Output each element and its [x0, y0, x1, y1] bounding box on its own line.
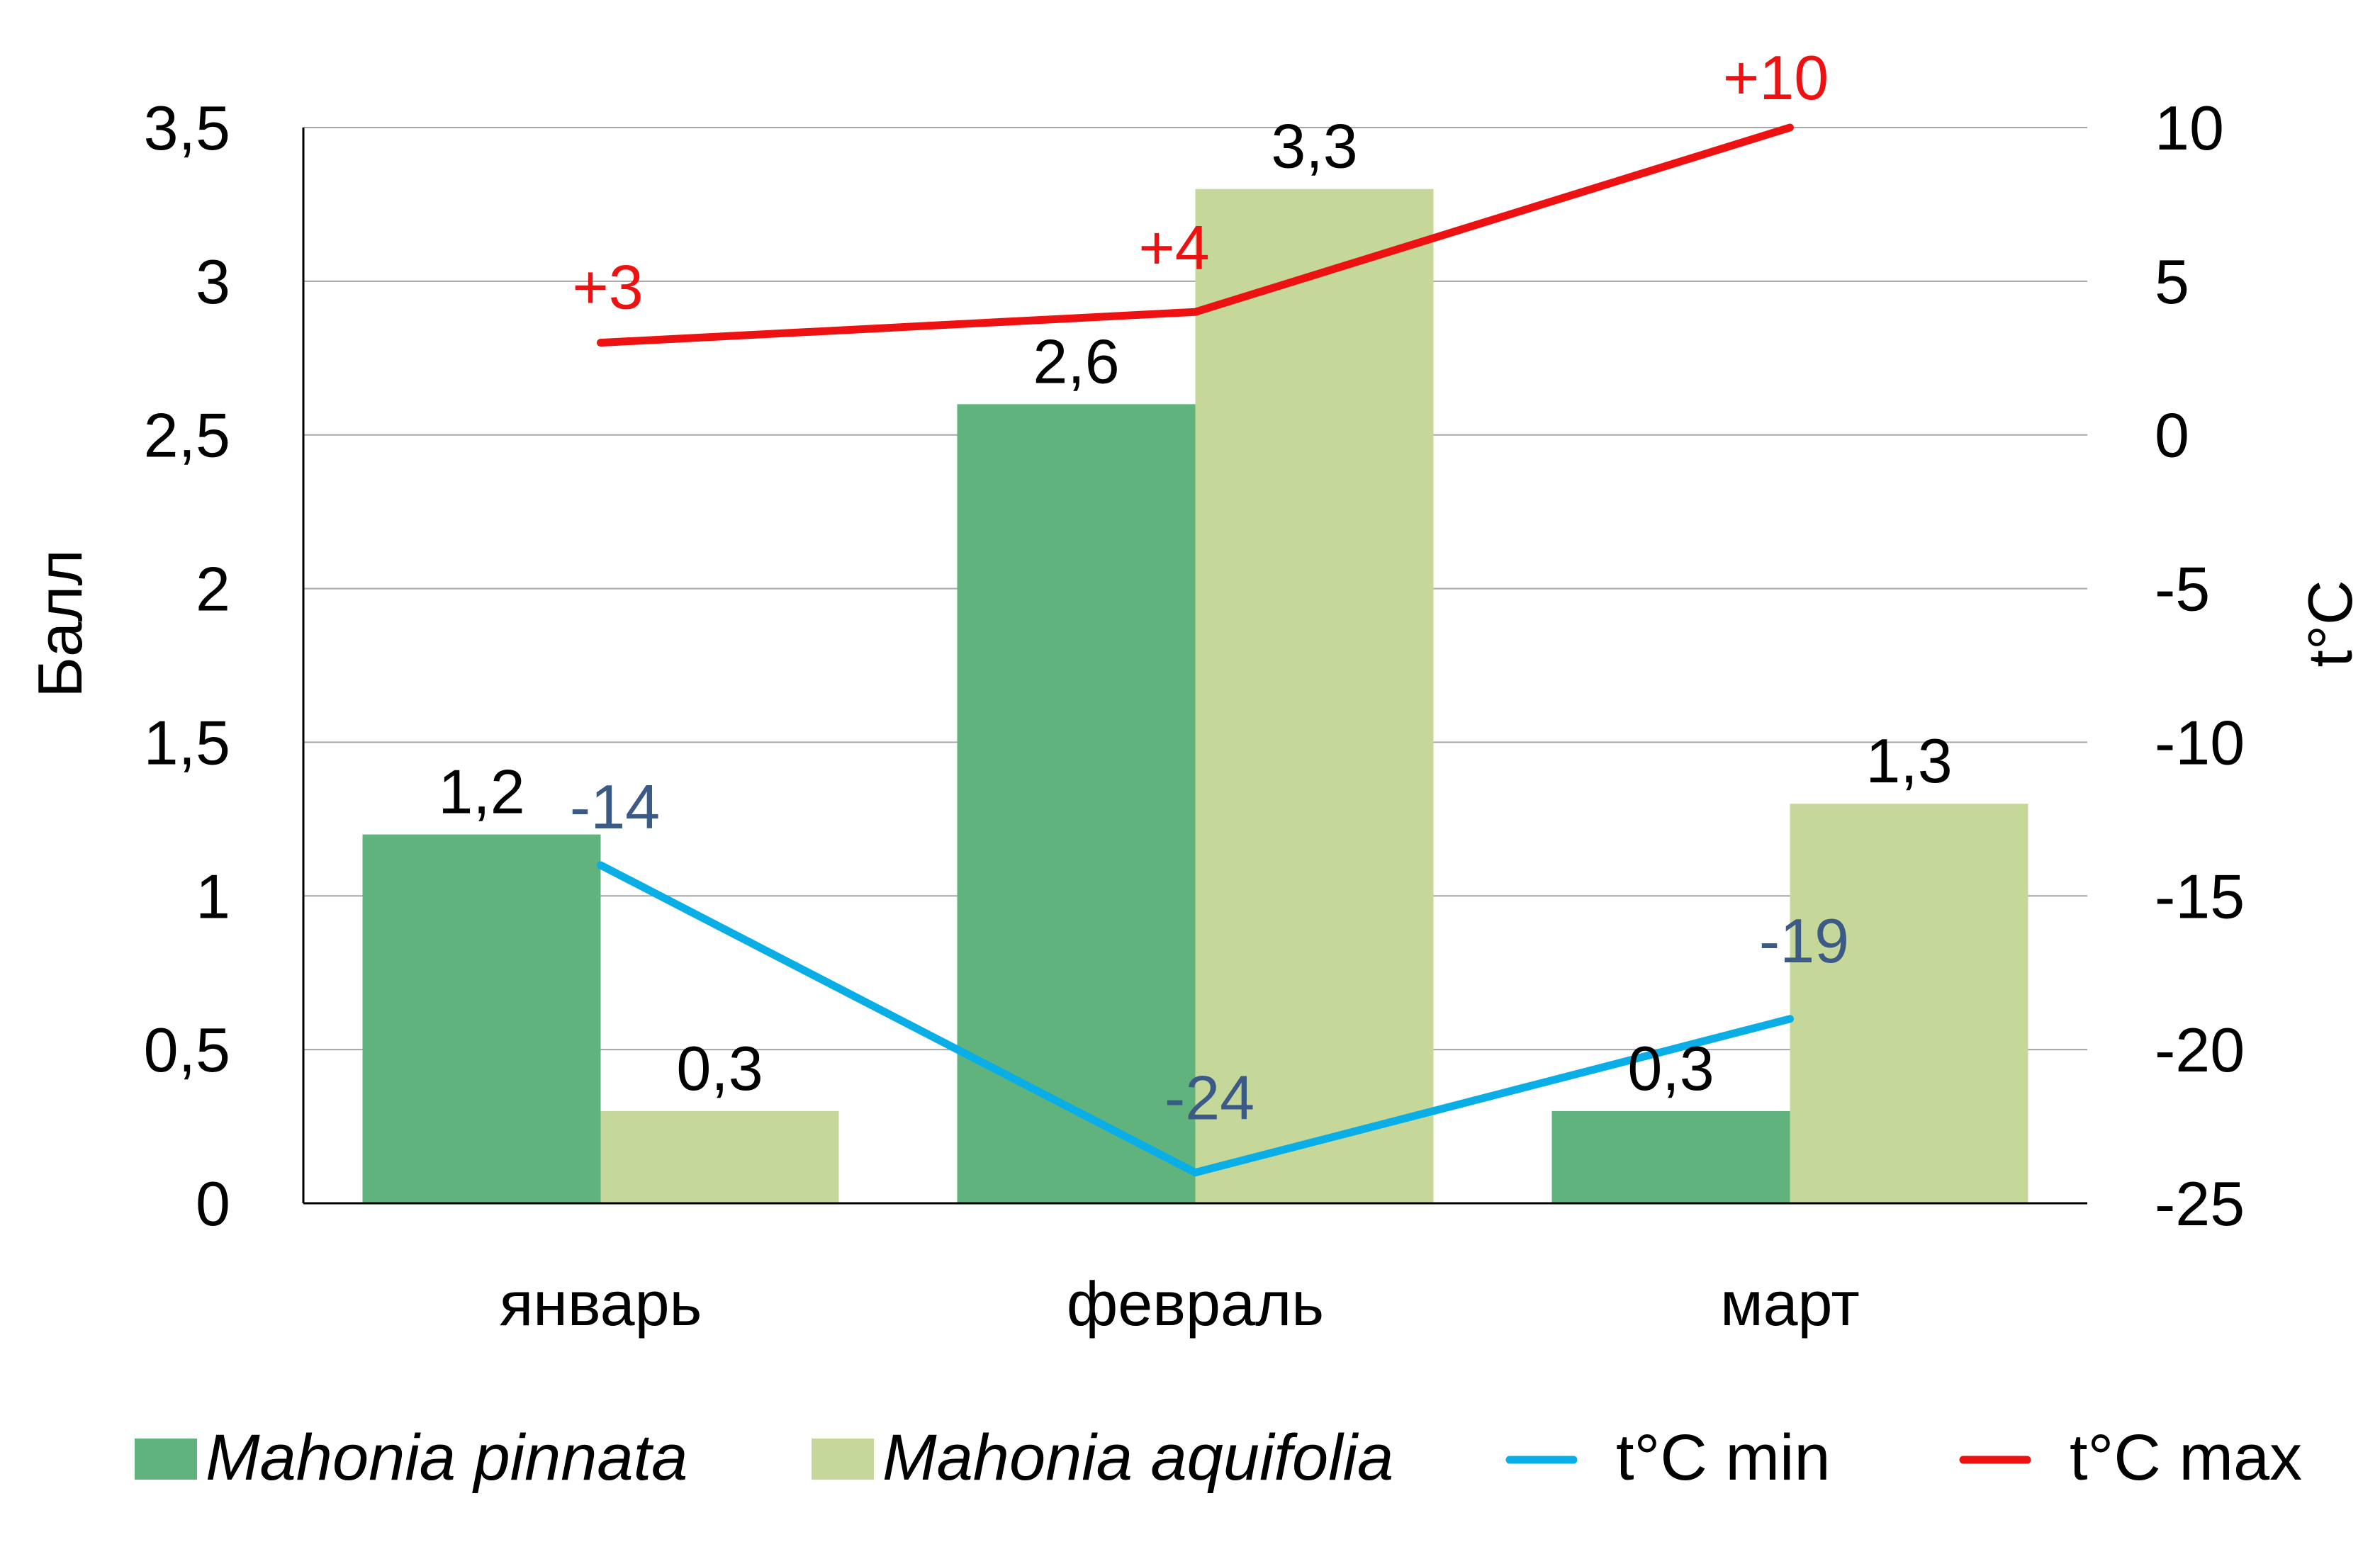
bar-data-label: 0,3: [676, 1033, 763, 1103]
bars: [362, 188, 2028, 1204]
x-category-label: январь: [500, 1268, 702, 1339]
bar: [600, 1110, 839, 1203]
y-right-tick-label: -25: [2155, 1169, 2245, 1239]
y-right-tick-label: 0: [2155, 400, 2189, 471]
y-right-axis-title: t°C: [2295, 580, 2365, 667]
legend-label: Mahonia aquifolia: [882, 1422, 1393, 1494]
y-right-tick-label: -10: [2155, 707, 2245, 777]
series-line: [597, 123, 1794, 347]
line-data-label: -24: [1164, 1063, 1254, 1133]
legend-label: t°C min: [1616, 1422, 1831, 1494]
bar-data-label: 1,2: [438, 757, 524, 827]
bar: [1551, 1110, 1790, 1203]
y-right-tick-label: -5: [2155, 554, 2210, 624]
bar: [957, 404, 1196, 1204]
y-left-tick-label: 2,5: [144, 400, 230, 471]
y-left-tick-label: 3,5: [144, 93, 230, 163]
y-left-tick-label: 1: [196, 861, 230, 931]
legend-label: Mahonia pinnata: [206, 1422, 687, 1494]
y-left-tick-labels: 0 0,5 1 1,5 2 2,5 3 3,5: [144, 93, 230, 1239]
legend: Mahonia pinnata Mahonia aquifolia t°C min t…: [135, 1422, 2302, 1494]
legend-swatch: [135, 1439, 197, 1480]
y-right-tick-label: -20: [2155, 1015, 2245, 1085]
x-category-labels: январь февраль март: [500, 1268, 1860, 1339]
line-data-label: +3: [572, 252, 643, 322]
bar: [1195, 188, 1434, 1203]
y-left-tick-label: 1,5: [144, 707, 230, 777]
line-data-labels: -14 -24 -19 +3 +4 +10: [570, 43, 1849, 1133]
bar-data-label: 0,3: [1627, 1033, 1714, 1103]
line-data-label: -19: [1759, 906, 1849, 976]
series-line: [597, 861, 1794, 1177]
temperature-lines: [597, 123, 1794, 1177]
y-right-tick-labels: -25 -20 -15 -10 -5 0 5 10: [2155, 93, 2245, 1239]
y-left-tick-label: 0: [196, 1169, 230, 1239]
bar: [362, 834, 601, 1203]
bar-data-label: 2,6: [1033, 326, 1119, 396]
line-data-label: +10: [1723, 43, 1829, 113]
bar-data-labels: 1,2 0,3 2,6 3,3 0,3 1,3: [438, 111, 1952, 1103]
legend-label: t°C max: [2070, 1422, 2302, 1494]
x-category-label: март: [1720, 1268, 1860, 1339]
y-left-axis-title: Балл: [25, 549, 95, 697]
x-category-label: февраль: [1067, 1268, 1324, 1339]
y-left-tick-label: 0,5: [144, 1015, 230, 1085]
bar-data-label: 1,3: [1865, 726, 1952, 796]
line-data-label: -14: [570, 772, 660, 842]
bar-data-label: 3,3: [1271, 111, 1357, 181]
y-right-tick-label: 10: [2155, 93, 2224, 163]
y-right-tick-label: 5: [2155, 247, 2189, 317]
y-right-tick-label: -15: [2155, 861, 2245, 931]
legend-swatch: [812, 1439, 874, 1480]
line-data-label: +4: [1138, 213, 1209, 283]
y-left-tick-label: 3: [196, 247, 230, 317]
bar: [1790, 804, 2028, 1203]
y-left-tick-label: 2: [196, 554, 230, 624]
